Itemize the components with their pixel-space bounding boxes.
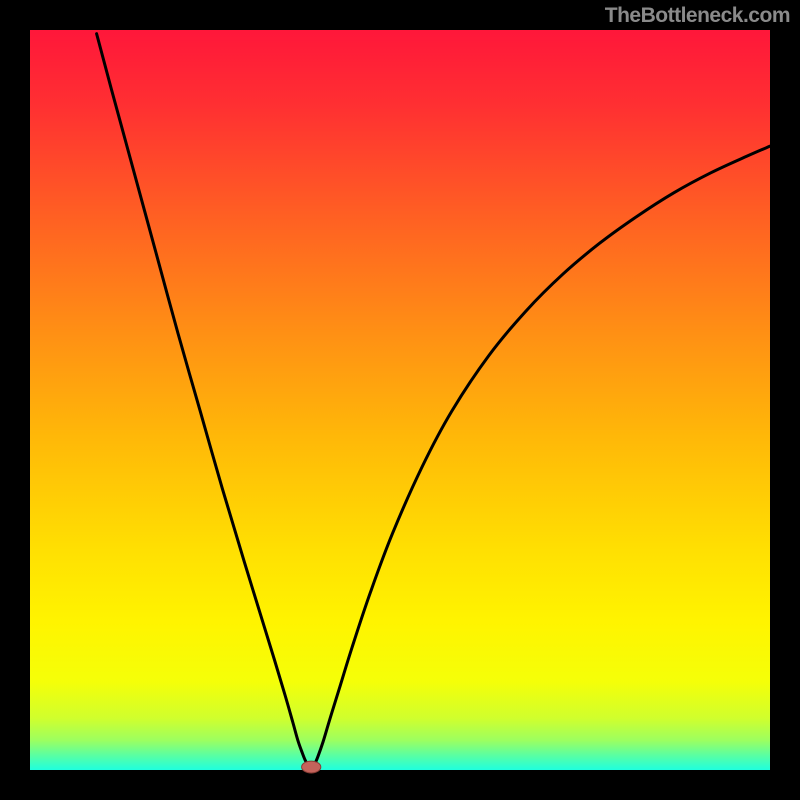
bottleneck-chart [0, 0, 800, 800]
minimum-marker [302, 761, 321, 773]
watermark-text: TheBottleneck.com [605, 4, 790, 28]
chart-background [30, 30, 770, 770]
chart-container: TheBottleneck.com [0, 0, 800, 800]
